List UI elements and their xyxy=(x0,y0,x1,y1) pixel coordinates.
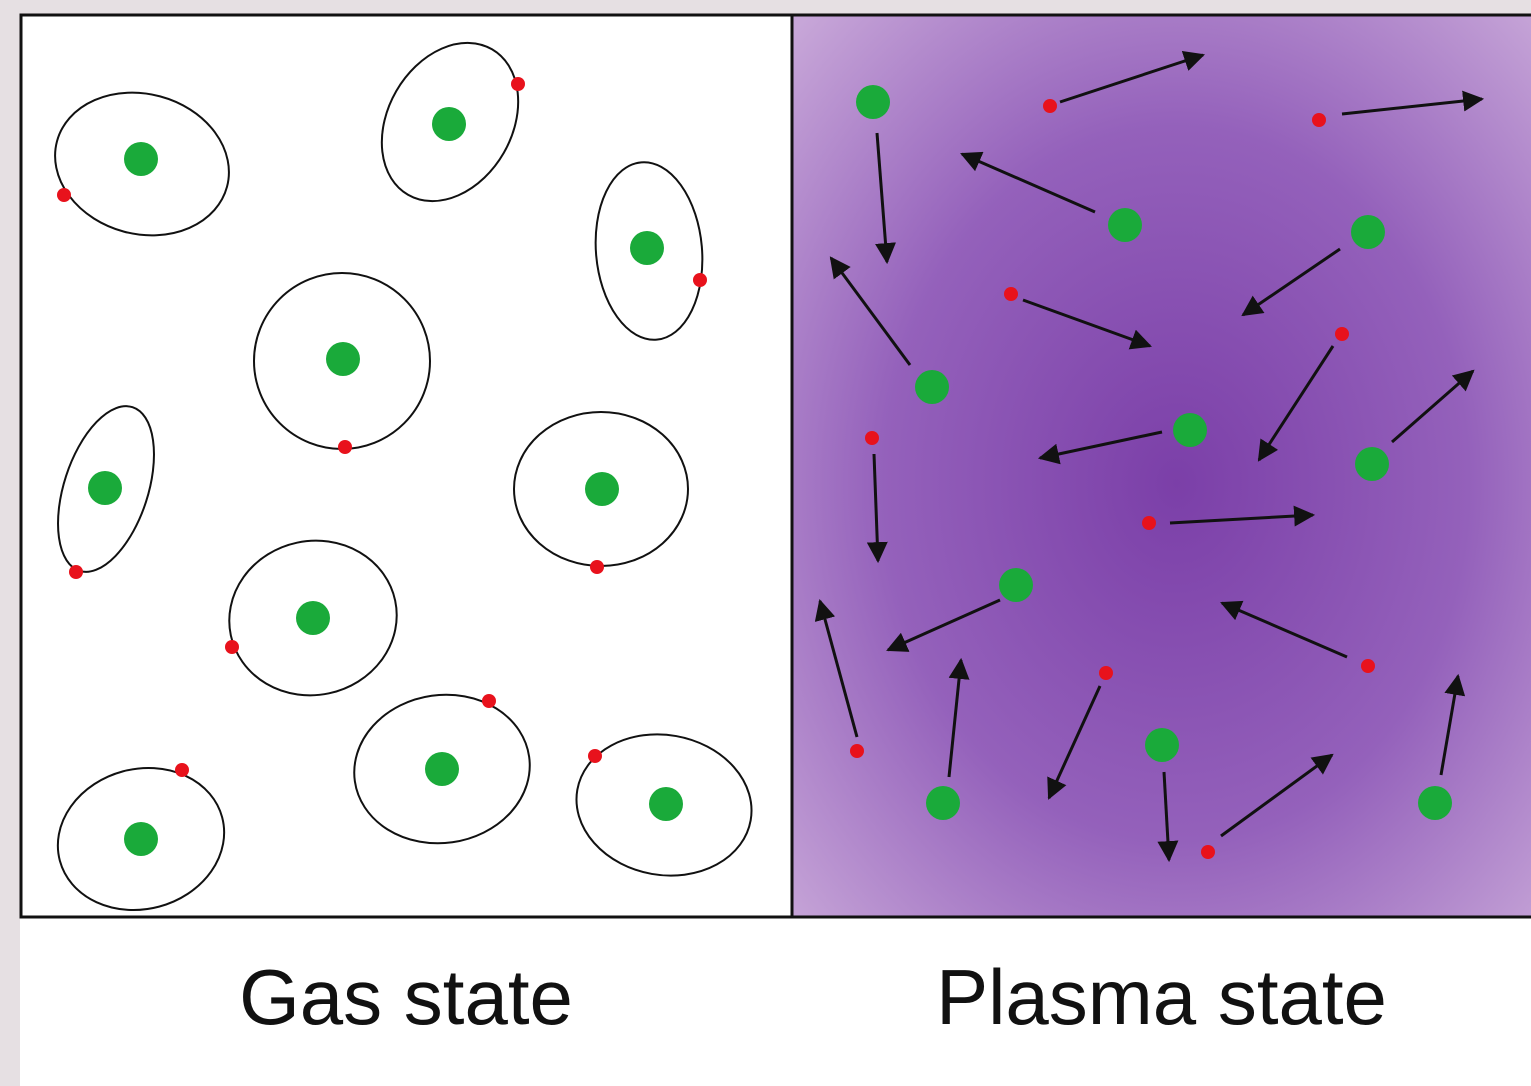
plasma-panel xyxy=(792,15,1531,917)
nucleus xyxy=(1418,786,1452,820)
electron xyxy=(850,744,864,758)
motion-arrow xyxy=(1391,369,1475,444)
electron xyxy=(57,188,71,202)
gas-atom xyxy=(353,693,531,845)
electron xyxy=(1043,99,1057,113)
nucleus xyxy=(856,85,890,119)
motion-arrow xyxy=(1059,50,1205,104)
electron xyxy=(175,763,189,777)
motion-arrow xyxy=(814,598,859,738)
gas-atom xyxy=(513,411,689,574)
motion-arrow xyxy=(1022,298,1152,350)
plasma-arrows xyxy=(814,50,1485,863)
electron-orbit xyxy=(353,693,531,845)
electron xyxy=(588,749,602,763)
electron xyxy=(1335,327,1349,341)
nucleus xyxy=(432,107,466,141)
gas-atom xyxy=(56,763,226,912)
frame-edge xyxy=(0,0,1531,14)
electron-orbit xyxy=(54,91,230,237)
electron-orbit xyxy=(594,161,704,341)
electron xyxy=(482,694,496,708)
plasma-state-caption: Plasma state xyxy=(936,953,1387,1041)
nucleus xyxy=(296,601,330,635)
diagram-border xyxy=(19,13,1531,919)
motion-arrow xyxy=(1169,505,1316,527)
motion-arrow xyxy=(1241,247,1341,317)
nucleus xyxy=(425,752,459,786)
electron xyxy=(865,431,879,445)
gas-atom xyxy=(380,41,525,203)
gas-atom xyxy=(594,161,707,341)
motion-arrow xyxy=(886,598,1001,652)
electron xyxy=(1312,113,1326,127)
electron xyxy=(590,560,604,574)
nucleus xyxy=(1355,447,1389,481)
electron xyxy=(1142,516,1156,530)
nucleus xyxy=(1351,215,1385,249)
gas-atom xyxy=(54,91,230,237)
nucleus xyxy=(585,472,619,506)
nucleus xyxy=(1173,413,1207,447)
motion-arrow xyxy=(1157,771,1179,863)
nucleus xyxy=(1145,728,1179,762)
nucleus xyxy=(88,471,122,505)
electron xyxy=(511,77,525,91)
motion-arrow xyxy=(1037,430,1163,465)
nucleus xyxy=(124,822,158,856)
nucleus xyxy=(1108,208,1142,242)
motion-arrow xyxy=(947,657,970,778)
gas-state-caption: Gas state xyxy=(239,953,573,1041)
gas-atom xyxy=(57,405,155,579)
electron-orbit xyxy=(575,733,753,877)
gas-atom xyxy=(575,733,753,877)
nucleus xyxy=(326,342,360,376)
electron xyxy=(69,565,83,579)
motion-arrow xyxy=(866,453,888,564)
motion-arrow xyxy=(1257,345,1335,462)
gas-atom xyxy=(225,539,398,697)
motion-arrow xyxy=(1220,600,1348,659)
electron-orbit xyxy=(56,766,226,912)
motion-arrow xyxy=(875,132,897,265)
electron xyxy=(1201,845,1215,859)
gas-atom xyxy=(253,272,431,454)
nucleus xyxy=(999,568,1033,602)
plasma-particles xyxy=(850,85,1452,859)
motion-arrow xyxy=(1439,673,1466,776)
motion-arrow xyxy=(1220,753,1334,838)
nucleus xyxy=(649,787,683,821)
electron xyxy=(225,640,239,654)
electron-orbit xyxy=(228,539,398,697)
electron xyxy=(1361,659,1375,673)
nucleus xyxy=(630,231,664,265)
motion-arrow xyxy=(1341,90,1485,116)
gas-atoms xyxy=(54,41,753,912)
electron xyxy=(1004,287,1018,301)
electron-orbit xyxy=(380,41,520,203)
nucleus xyxy=(926,786,960,820)
motion-arrow xyxy=(960,151,1096,214)
motion-arrow xyxy=(829,256,912,366)
motion-arrow xyxy=(1047,685,1102,800)
nucleus xyxy=(915,370,949,404)
electron xyxy=(693,273,707,287)
nucleus xyxy=(124,142,158,176)
electron xyxy=(1099,666,1113,680)
electron xyxy=(338,440,352,454)
frame-edge xyxy=(0,0,20,1086)
